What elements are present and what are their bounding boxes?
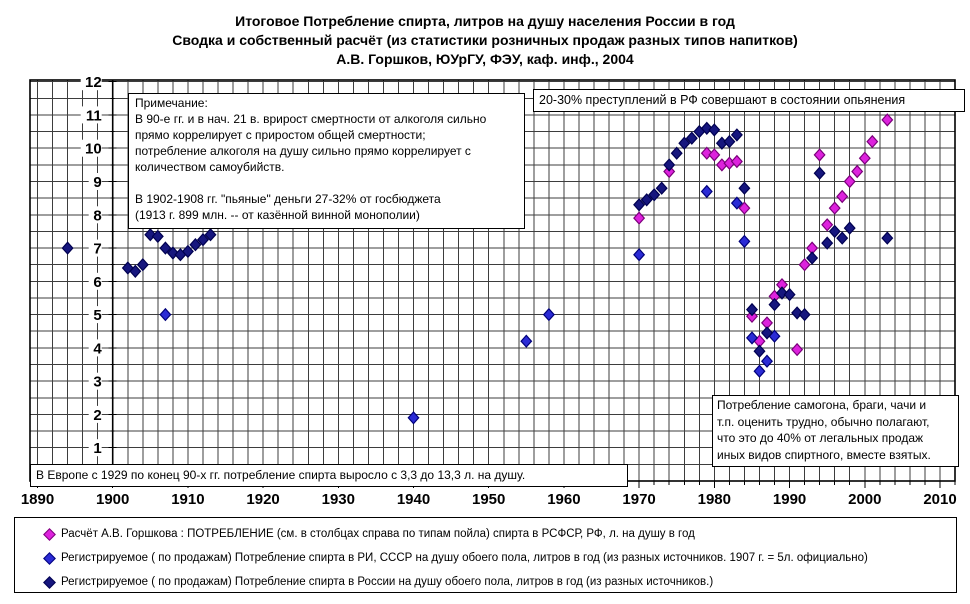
chart-title: Итоговое Потребление спирта, литров на д… (0, 12, 970, 69)
svg-text:12: 12 (85, 74, 102, 91)
series-1-points (159, 184, 781, 425)
series-0-points (633, 113, 894, 357)
legend-label: Расчёт А.В. Горшкова : ПОТРЕБЛЕНИЕ (см. … (61, 528, 695, 540)
svg-text:2000: 2000 (848, 491, 881, 508)
svg-text:10: 10 (85, 141, 102, 158)
blue-diamond-icon (43, 551, 56, 565)
svg-text:1940: 1940 (397, 491, 430, 508)
x-axis-labels: 1890 1900 1910 1920 1930 1940 1950 1960 1970 1980… (21, 491, 957, 508)
legend-item-gorshkov-calc: Расчёт А.В. Горшкова : ПОТРЕБЛЕНИЕ (см. … (15, 522, 956, 546)
svg-text:1910: 1910 (171, 491, 204, 508)
crime-annotation-box: 20-30% преступлений в РФ совершают в сос… (533, 89, 965, 112)
magenta-diamond-icon (43, 527, 56, 541)
navy-diamond-icon (43, 575, 56, 589)
series-2-points (61, 121, 894, 358)
europe-annotation-box: В Европе с 1929 по конец 90-х гг. потреб… (30, 464, 628, 487)
legend-label: Регистрируемое ( по продажам) Потреблени… (61, 552, 868, 564)
svg-text:1900: 1900 (96, 491, 129, 508)
svg-text:8: 8 (93, 207, 101, 224)
svg-text:3: 3 (93, 374, 101, 391)
svg-text:2: 2 (93, 407, 101, 424)
note-annotation-box: Примечание: В 90-е гг. и в нач. 21 в. вр… (128, 93, 525, 229)
svg-text:1920: 1920 (246, 491, 279, 508)
svg-text:1890: 1890 (21, 491, 54, 508)
svg-text:9: 9 (93, 174, 101, 191)
svg-text:1980: 1980 (698, 491, 731, 508)
svg-text:2010: 2010 (923, 491, 956, 508)
svg-text:4: 4 (93, 340, 102, 357)
svg-text:1950: 1950 (472, 491, 505, 508)
chart-title-line2: Сводка и собственный расчёт (из статисти… (172, 32, 798, 48)
svg-text:7: 7 (93, 241, 101, 258)
legend-item-ri-ussr: Регистрируемое ( по продажам) Потреблени… (15, 546, 956, 570)
chart-title-line3: А.В. Горшков, ЮУрГУ, ФЭУ, каф. инф., 200… (336, 51, 634, 67)
svg-text:1990: 1990 (773, 491, 806, 508)
chart-title-line1: Итоговое Потребление спирта, литров на д… (235, 13, 735, 29)
svg-text:1: 1 (93, 440, 101, 457)
legend-label: Регистрируемое ( по продажам) Потреблени… (61, 576, 714, 588)
svg-text:1960: 1960 (547, 491, 580, 508)
svg-text:6: 6 (93, 274, 101, 291)
svg-text:1930: 1930 (322, 491, 355, 508)
samogon-annotation-box: Потребление самогона, браги, чачи и т.п.… (712, 395, 959, 467)
legend-item-russia: Регистрируемое ( по продажам) Потреблени… (15, 570, 956, 594)
svg-text:5: 5 (93, 307, 101, 324)
svg-text:1970: 1970 (622, 491, 655, 508)
svg-text:11: 11 (86, 107, 102, 124)
chart-legend: Расчёт А.В. Горшкова : ПОТРЕБЛЕНИЕ (см. … (14, 517, 957, 593)
